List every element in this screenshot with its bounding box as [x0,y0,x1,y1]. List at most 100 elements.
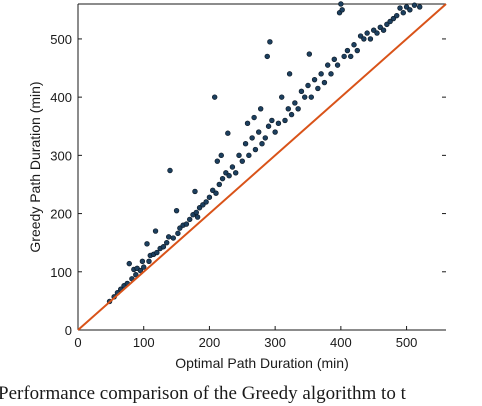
data-point [417,4,423,10]
x-tick-label: 200 [199,335,221,350]
data-point [288,111,295,118]
data-point [292,100,298,106]
data-point [272,129,278,135]
data-point [325,62,331,68]
data-point [354,47,360,54]
data-point [321,79,328,86]
data-point [246,152,252,159]
x-tick-label: 500 [396,335,418,350]
y-tick-label: 100 [50,265,72,280]
data-point [226,173,232,179]
y-tick-label: 400 [50,90,72,105]
figure-caption: Performance comparison of the Greedy alg… [0,383,406,404]
data-point [160,244,167,250]
data-point [144,241,150,247]
data-point [308,94,314,100]
data-point [262,135,268,141]
data-point [133,271,139,278]
data-point [229,164,236,170]
data-point [193,209,199,216]
data-point [256,129,262,135]
data-point [249,135,255,141]
data-point [152,228,159,234]
data-point [219,175,226,182]
data-point [400,10,406,16]
data-point [411,2,418,8]
data-point [218,152,224,159]
data-point [154,249,160,256]
x-tick-label: 0 [74,335,81,350]
data-point [315,85,321,92]
x-tick-group: 0 100 200 300 400 500 [74,326,417,350]
data-point [344,47,351,54]
data-points-group [106,1,423,305]
data-point [269,117,275,124]
y-tick-group: 0 100 200 300 400 500 [50,32,446,338]
data-point [351,42,357,48]
data-point [265,123,272,129]
data-point [298,88,305,95]
x-tick-label: 300 [264,335,286,350]
data-point [126,260,132,267]
data-point [141,264,147,270]
scatter-chart: 0 100 200 300 400 500 0 100 200 300 400 500 Optima… [27,1,447,371]
data-point [206,194,213,200]
data-point [146,258,152,265]
y-axis-label: Greedy Path Duration (min) [27,81,43,252]
data-point [252,146,259,153]
data-point [361,36,367,42]
data-point [194,214,201,220]
plot-axes [77,3,446,331]
data-point [331,56,337,63]
data-point [257,106,264,112]
data-point [394,12,400,19]
data-point [187,216,193,223]
y-tick-label: 300 [50,148,72,163]
data-point [239,158,245,164]
data-point [338,1,344,7]
data-point [267,39,273,45]
data-point [286,71,293,77]
data-point [279,94,285,100]
data-point [214,158,221,164]
y-tick-label: 500 [50,32,72,47]
data-point [244,120,251,127]
data-point [374,30,380,36]
x-tick-label: 400 [330,335,352,350]
data-point [367,36,374,42]
x-tick-label: 100 [133,335,155,350]
data-point [211,94,218,100]
data-point [216,181,222,188]
data-point [334,62,341,68]
data-point [225,130,231,136]
data-point [306,51,313,57]
data-point [170,235,176,241]
data-point [295,106,301,112]
data-point [305,82,311,89]
data-point [318,71,324,77]
data-point [242,141,249,147]
data-point [285,106,291,112]
data-point [302,94,308,100]
data-point [251,114,257,121]
data-point [282,117,288,124]
data-point [275,120,282,127]
data-point [183,221,190,227]
data-point [213,190,219,196]
data-point [311,76,318,83]
data-point [233,170,239,176]
data-point [173,207,180,214]
data-point [192,188,198,195]
data-point [167,167,173,174]
data-point [164,239,170,246]
data-point [236,152,242,159]
data-point [407,7,413,13]
data-point [259,141,265,147]
data-point [139,258,146,265]
data-point [364,30,370,36]
data-point [397,5,403,11]
reference-line [77,3,447,331]
y-tick-label: 0 [65,323,72,338]
data-point [175,230,181,237]
data-point [165,234,172,240]
